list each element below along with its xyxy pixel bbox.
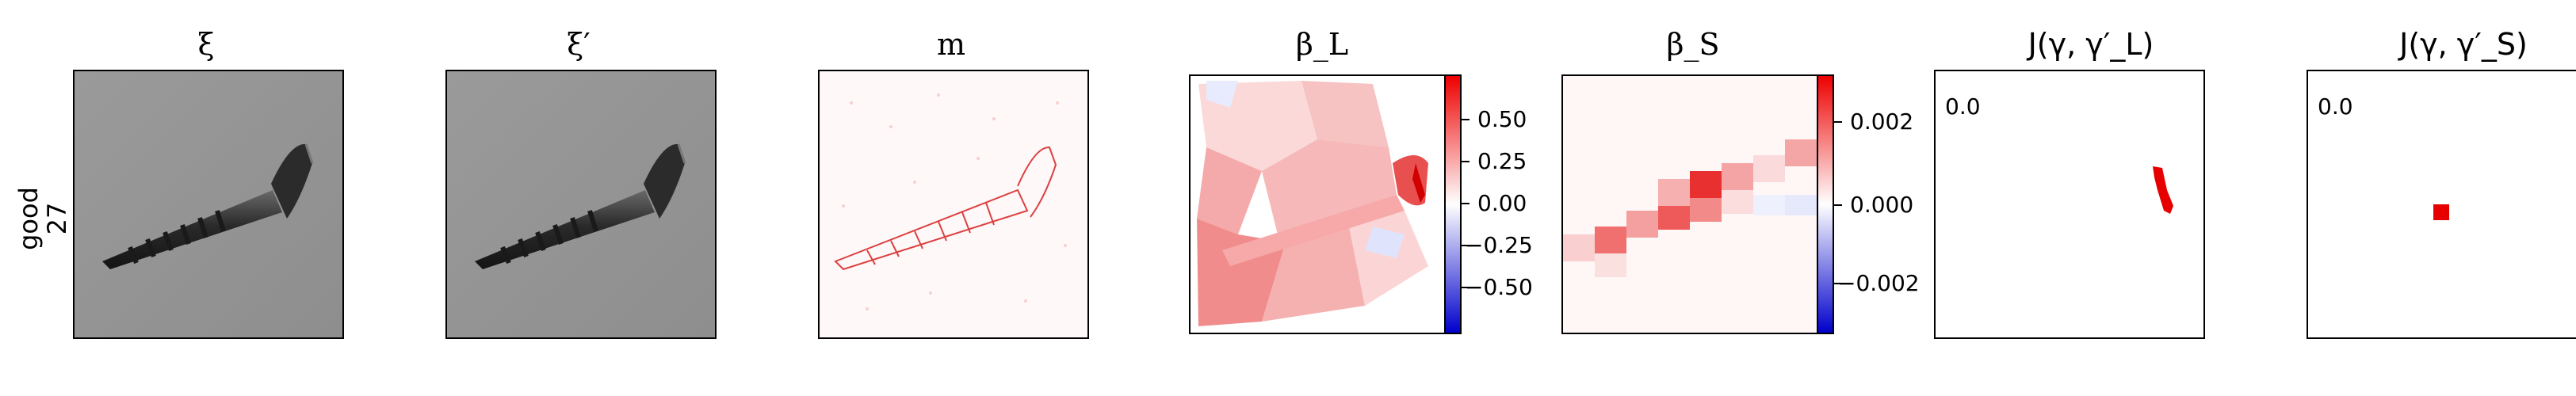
- colorbar-beta-l-tick-label: 0.00: [1477, 190, 1527, 216]
- panel-title-j-s: J(γ, γ′_S): [2399, 27, 2528, 62]
- colorbar-beta-l: [1444, 74, 1462, 334]
- j-l-value: 0.0: [1945, 93, 1981, 120]
- screw-shape: [102, 143, 314, 269]
- j-s-value: 0.0: [2318, 93, 2353, 120]
- image-beta-s: [1561, 74, 1823, 334]
- colorbar-beta-s-tick: [1834, 121, 1842, 123]
- panel-title-j-l: J(γ, γ′_L): [2028, 27, 2154, 62]
- colorbar-beta-s-tick-label: 0.000: [1850, 192, 1914, 218]
- image-xi: [73, 70, 344, 339]
- image-beta-l: [1189, 74, 1450, 334]
- colorbar-beta-l-tick-label: −0.50: [1465, 274, 1533, 300]
- screw-shape: [475, 143, 686, 269]
- colorbar-beta-l-tick: [1462, 119, 1470, 120]
- image-j-l: [1934, 70, 2205, 339]
- colorbar-beta-l-tick: [1462, 161, 1470, 162]
- colorbar-beta-s-tick: [1834, 283, 1842, 284]
- panel-title-beta-s: β_S: [1666, 27, 1720, 62]
- row-label-line1: good: [13, 187, 44, 250]
- colorbar-beta-s-tick-label: −0.002: [1837, 270, 1920, 296]
- image-j-s: [2307, 70, 2576, 339]
- colorbar-beta-l-tick: [1462, 245, 1470, 246]
- colorbar-beta-s: [1817, 74, 1834, 334]
- colorbar-beta-l-tick: [1462, 287, 1470, 288]
- colorbar-beta-s-tick: [1834, 204, 1842, 206]
- panel-title-m: m: [936, 27, 966, 62]
- colorbar-beta-l-tick-label: −0.25: [1465, 232, 1533, 258]
- panel-title-xi: ξ: [197, 27, 215, 62]
- row-label-line2: 27: [42, 202, 72, 235]
- colorbar-beta-l-tick: [1462, 203, 1470, 204]
- colorbar-beta-l-tick-label: 0.50: [1477, 106, 1527, 132]
- panel-title-beta-l: β_L: [1295, 27, 1349, 62]
- panel-title-xi-prime: ξ′: [567, 27, 590, 62]
- image-xi-prime: [445, 70, 717, 339]
- colorbar-beta-s-tick-label: 0.002: [1850, 109, 1914, 135]
- row-label: good 27: [13, 155, 72, 282]
- image-m: [818, 70, 1089, 339]
- colorbar-beta-l-tick-label: 0.25: [1477, 148, 1527, 174]
